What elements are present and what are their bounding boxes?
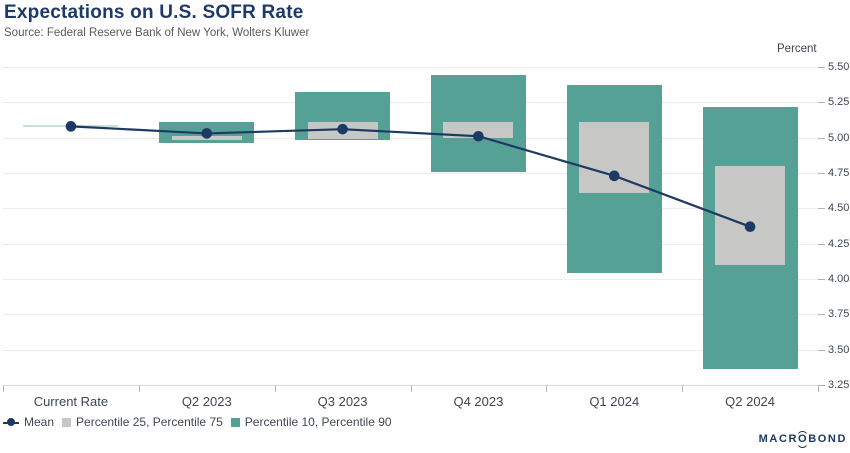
gridline (3, 208, 818, 210)
y-axis-tick (818, 173, 825, 174)
x-axis-tick (274, 386, 276, 392)
y-axis-tick (818, 102, 825, 104)
y-axis-title: Percent (777, 43, 817, 55)
mean-line (70, 125, 751, 228)
y-axis-tick (818, 137, 825, 139)
mean-point (608, 170, 620, 182)
mean-point (337, 123, 348, 135)
percentile-25-75-bar (443, 122, 514, 138)
gridline (3, 102, 818, 104)
legend-label: Percentile 25, Percentile 75 (76, 415, 223, 429)
logo-o: O (796, 430, 809, 448)
logo-text: BOND (808, 433, 847, 445)
gridline (3, 243, 818, 245)
x-axis-tick (138, 386, 140, 392)
y-axis-tick (818, 208, 825, 210)
percentile-10-90-bar (430, 75, 526, 172)
x-axis-tick (818, 386, 819, 392)
y-axis-tick-label: 3.25 (828, 379, 850, 391)
chart-title: Expectations on U.S. SOFR Rate (4, 2, 304, 23)
mean-line-dot-icon (3, 418, 19, 427)
legend-label: Percentile 10, Percentile 90 (244, 415, 392, 429)
y-axis-tick-label: 5.25 (828, 96, 850, 109)
macrobond-logo: MACROBOND (758, 430, 847, 448)
x-axis-tick (410, 386, 412, 392)
y-axis-tick-label: 4.00 (828, 273, 850, 285)
y-axis-tick-label: 3.50 (828, 343, 850, 356)
x-axis-line (3, 385, 818, 386)
legend-label: Mean (24, 415, 55, 429)
percentile-10-90-bar (295, 92, 391, 141)
gridline (3, 349, 818, 351)
gridline (3, 279, 818, 280)
teal-square-icon (230, 417, 240, 427)
percentile-10-90-bar (159, 122, 255, 144)
percentile-10-90-bar (702, 106, 798, 370)
x-axis-label: Q2 2024 (725, 394, 776, 409)
gridline (3, 314, 818, 316)
y-axis-tick (818, 314, 825, 316)
y-axis-tick-label: 5.00 (828, 131, 850, 144)
percentile-10-90-bar (23, 125, 119, 128)
gridline (3, 67, 818, 68)
legend-item-mean: Mean (3, 415, 54, 429)
x-axis-tick (3, 386, 4, 392)
gridline (3, 137, 818, 139)
percentile-25-75-bar (715, 165, 786, 265)
x-axis-tick (682, 386, 684, 392)
y-axis-tick-label: 4.75 (828, 167, 850, 179)
x-axis-label: Q3 2023 (317, 394, 368, 409)
gridline (3, 173, 818, 174)
mean-point (744, 221, 756, 233)
x-axis-label: Q4 2023 (453, 394, 504, 409)
y-axis-tick-label: 5.50 (828, 61, 850, 73)
legend-item-p25-p75: Percentile 25, Percentile 75 (62, 415, 223, 429)
y-axis-tick-label: 3.75 (828, 308, 850, 321)
chart-source: Source: Federal Reserve Bank of New York… (4, 27, 310, 39)
percentile-25-75-bar (307, 122, 378, 140)
y-axis-tick (818, 385, 825, 386)
mean-point (65, 121, 77, 132)
x-axis-label: Current Rate (33, 394, 109, 409)
y-axis-tick (818, 279, 825, 280)
y-axis-tick-label: 4.25 (828, 237, 850, 250)
gray-square-icon (62, 417, 72, 427)
mean-point (473, 130, 484, 142)
percentile-25-75-bar (579, 122, 650, 193)
x-axis-tick (546, 386, 548, 392)
percentile-10-90-bar (566, 85, 662, 274)
x-axis-label: Q2 2023 (181, 394, 232, 409)
legend: Mean Percentile 25, Percentile 75 Percen… (3, 415, 392, 429)
percentile-25-75-bar (171, 136, 242, 141)
y-axis-tick (818, 243, 825, 245)
y-axis-tick (818, 67, 825, 68)
mean-point (201, 128, 213, 139)
y-axis-tick-label: 4.50 (828, 202, 850, 215)
x-axis-label: Q1 2024 (589, 394, 640, 409)
legend-item-p10-p90: Percentile 10, Percentile 90 (230, 415, 392, 429)
y-axis-tick (818, 349, 825, 351)
logo-text: MACR (758, 433, 799, 445)
